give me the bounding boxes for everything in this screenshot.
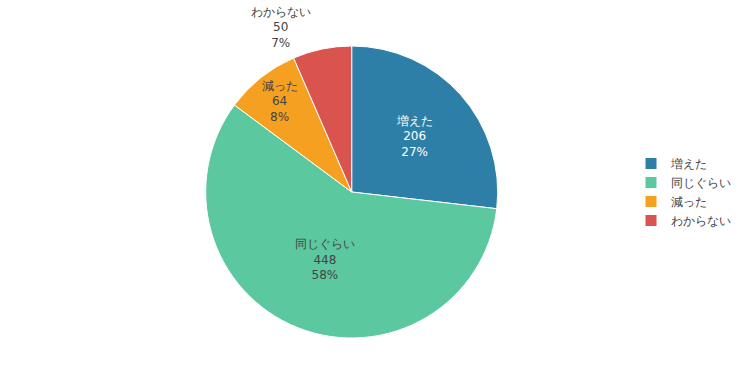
svg-text:わからない: わからない — [671, 214, 731, 228]
svg-text:増えた20627%: 増えた20627% — [396, 114, 433, 159]
svg-text:わからない507%: わからない507% — [251, 5, 311, 50]
svg-text:同じぐらい44858%: 同じぐらい44858% — [295, 237, 355, 282]
svg-text:減った: 減った — [671, 195, 707, 209]
svg-text:増えた: 増えた — [670, 157, 707, 171]
svg-text:減った648%: 減った648% — [262, 79, 298, 124]
svg-text:同じぐらい: 同じぐらい — [671, 176, 731, 190]
